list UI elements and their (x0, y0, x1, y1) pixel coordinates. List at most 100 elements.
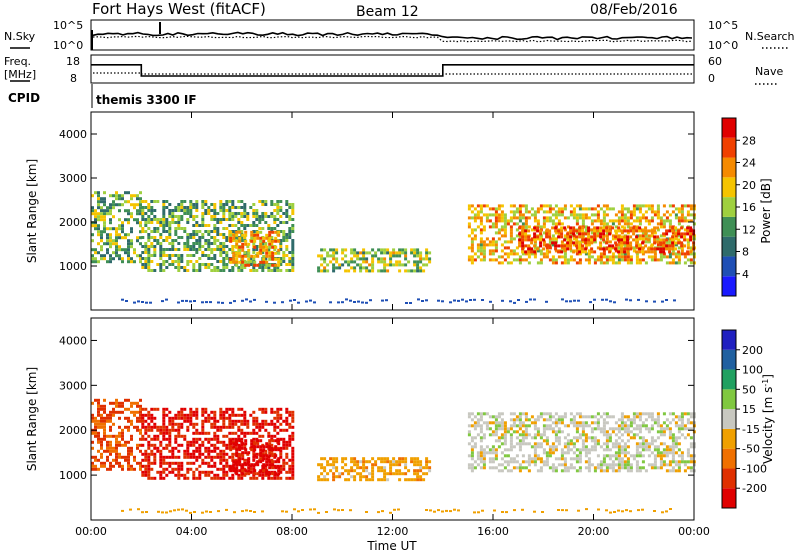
noise-tick-bottom-right: 10^0 (708, 39, 738, 52)
echo-cell (506, 448, 510, 452)
echo-cell (180, 434, 184, 438)
time-tick-label: 04:00 (176, 525, 208, 538)
echo-cell (518, 433, 522, 437)
echo-cell (100, 461, 103, 465)
echo-cell (106, 227, 109, 231)
echo-cell (162, 224, 166, 227)
echo-cell (613, 511, 616, 513)
echo-cell (189, 410, 193, 414)
echo-cell (320, 263, 324, 267)
echo-cell (509, 237, 513, 241)
echo-cell (686, 219, 690, 223)
echo-cell (653, 231, 657, 235)
echo-cell (189, 236, 193, 239)
echo-cell (103, 437, 106, 441)
echo-cell (536, 226, 540, 230)
echo-cell (545, 210, 549, 214)
echo-cell (497, 436, 501, 440)
echo-cell (626, 466, 630, 470)
echo-cell (229, 442, 233, 446)
echo-cell (139, 260, 142, 264)
echo-cell (240, 200, 244, 203)
echo-cell (309, 299, 312, 302)
echo-cell (285, 407, 289, 411)
echo-cell (548, 454, 552, 458)
echo-cell (195, 248, 199, 251)
echo-cell (638, 424, 642, 428)
echo-cell (515, 442, 519, 446)
echo-cell (521, 232, 525, 236)
echo-cell (136, 410, 139, 414)
echo-cell (551, 261, 555, 265)
echo-cell (237, 434, 241, 438)
echo-cell (252, 455, 256, 459)
echo-cell (165, 413, 169, 417)
echo-cell (225, 464, 229, 468)
date-title: 08/Feb/2016 (590, 2, 678, 18)
echo-cell (186, 467, 190, 471)
echo-cell (100, 254, 103, 258)
echo-cell (177, 455, 181, 459)
echo-cell (371, 469, 375, 473)
echo-cell (115, 227, 118, 231)
echo-cell (139, 230, 142, 234)
echo-cell (162, 218, 166, 221)
echo-cell (247, 451, 251, 455)
echo-cell (264, 449, 268, 453)
echo-cell (626, 244, 630, 248)
echo-cell (276, 212, 280, 215)
echo-cell (271, 254, 275, 258)
echo-cell (653, 421, 657, 425)
echo-cell (563, 244, 567, 248)
echo-cell (614, 442, 618, 446)
echo-cell (548, 207, 552, 211)
echo-cell (596, 231, 600, 235)
echo-cell (479, 439, 483, 443)
echo-cell (485, 237, 489, 241)
echo-cell (238, 236, 242, 240)
echo-cell (165, 511, 168, 514)
echo-cell (425, 472, 429, 476)
echo-cell (500, 249, 504, 253)
echo-cell (118, 227, 121, 231)
echo-cell (629, 424, 633, 428)
echo-cell (250, 445, 254, 449)
echo-cell (587, 207, 591, 211)
echo-cell (219, 416, 223, 420)
echo-cell (410, 248, 414, 252)
echo-cell (225, 410, 229, 414)
echo-cell (91, 260, 94, 264)
echo-cell (156, 239, 160, 242)
echo-cell (153, 443, 157, 447)
echo-cell (332, 472, 336, 476)
echo-cell (590, 238, 594, 242)
echo-cell (240, 446, 244, 450)
echo-cell (566, 433, 570, 437)
echo-cell (238, 448, 242, 452)
echo-cell (389, 466, 393, 470)
echo-cell (548, 210, 552, 214)
echo-cell (238, 454, 242, 458)
echo-cell (605, 213, 609, 217)
echo-cell (273, 473, 277, 477)
echo-cell (115, 434, 118, 438)
echo-cell (602, 213, 606, 217)
echo-cell (189, 422, 193, 426)
echo-cell (109, 257, 112, 261)
echo-cell (252, 473, 256, 477)
echo-cell (497, 415, 501, 419)
echo-cell (689, 412, 693, 416)
echo-cell (599, 258, 603, 262)
echo-cell (125, 300, 128, 302)
echo-cell (479, 424, 483, 428)
echo-cell (317, 463, 321, 467)
echo-cell (235, 242, 239, 246)
echo-cell (344, 254, 348, 258)
echo-cell (644, 226, 648, 230)
colorbar-swatch (722, 389, 736, 410)
echo-cell (121, 401, 124, 405)
echo-cell (147, 227, 151, 230)
echo-cell (393, 508, 396, 511)
echo-cell (225, 458, 229, 462)
